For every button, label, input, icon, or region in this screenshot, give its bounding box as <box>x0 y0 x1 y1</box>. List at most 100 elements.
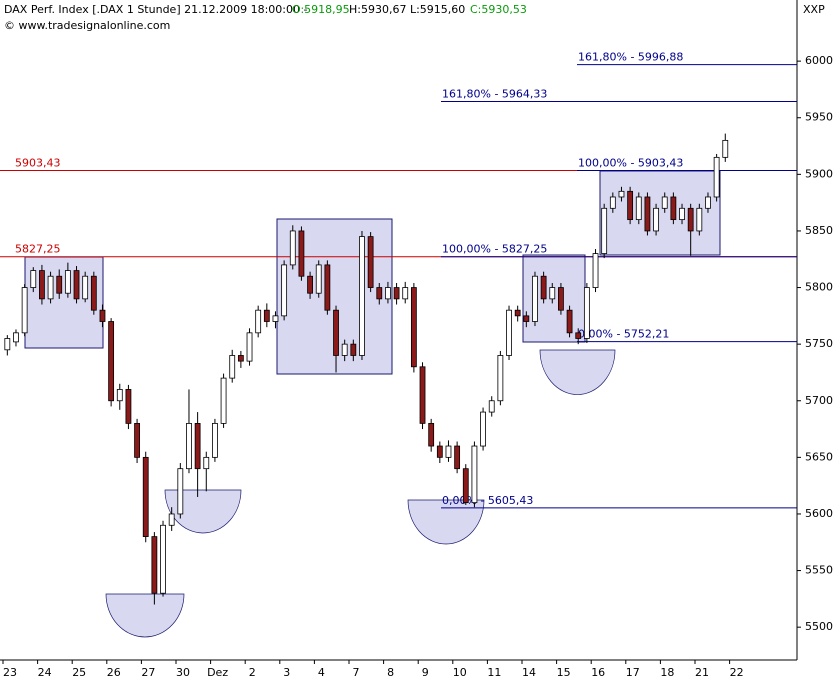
candle-body <box>229 355 236 379</box>
candle-body <box>99 309 106 322</box>
candle-body <box>592 253 599 288</box>
x-tick-label: 9 <box>422 666 429 679</box>
candle-body <box>359 236 365 356</box>
x-tick-label: 2 <box>249 666 256 679</box>
y-tick-label: 5900 <box>805 167 833 180</box>
x-tick-label: 25 <box>72 666 86 679</box>
candle-body <box>488 400 495 413</box>
y-tick-label: 5650 <box>805 450 833 463</box>
half-circle <box>539 349 616 395</box>
candle-body <box>670 196 677 221</box>
annotations <box>24 170 721 638</box>
x-tick-label: 26 <box>107 666 121 679</box>
candle-body <box>30 270 37 288</box>
copyright: © www.tradesignalonline.com <box>4 19 170 32</box>
candle-body <box>194 422 201 470</box>
x-tick-label: 24 <box>38 666 52 679</box>
candle-body <box>324 264 331 311</box>
candle-body <box>436 445 443 458</box>
x-tick-label: Dez <box>207 666 228 679</box>
candle-body <box>315 264 322 294</box>
candle-body <box>263 309 270 322</box>
candle-body <box>713 156 720 198</box>
hl-label: H:5930,67 L:5915,60 <box>349 3 465 16</box>
candle-body <box>583 287 590 339</box>
candle-body <box>177 468 184 515</box>
level-label: 0,00% - 5605,43 <box>442 494 533 507</box>
candle-body <box>160 524 166 594</box>
close-label: C:5930,53 <box>470 3 527 16</box>
candle-body <box>237 355 244 362</box>
chart-title: DAX Perf. Index [.DAX 1 Stunde] 21.12.20… <box>4 3 307 16</box>
candle-body <box>64 270 71 294</box>
level-label: 161,80% - 5964,33 <box>442 88 547 101</box>
candle-body <box>471 445 478 504</box>
y-tick-label: 5800 <box>805 281 833 294</box>
candle-body <box>575 332 582 339</box>
candle-body <box>56 275 63 294</box>
candle-body <box>687 207 694 232</box>
candle-body <box>125 389 132 424</box>
candle-body <box>4 338 11 351</box>
half-circle <box>407 499 485 545</box>
y-tick-label: 5850 <box>805 224 833 237</box>
candle-body <box>134 422 140 458</box>
x-tick-label: 17 <box>626 666 640 679</box>
candle-body <box>151 536 158 594</box>
y-tick-label: 5950 <box>805 111 833 124</box>
x-tick-label: 10 <box>453 666 467 679</box>
candle-body <box>142 456 149 538</box>
x-tick-label: 30 <box>176 666 190 679</box>
x-tick-label: 18 <box>660 666 674 679</box>
x-tick-label: 7 <box>353 666 360 679</box>
candle-body <box>47 275 54 300</box>
candle-body <box>376 287 383 300</box>
level-label: 0,00% - 5752,21 <box>578 328 669 341</box>
x-tick-label: 21 <box>695 666 709 679</box>
candle-body <box>108 321 115 402</box>
candle-body <box>523 315 530 322</box>
half-circle <box>164 489 242 534</box>
x-tick-label: 8 <box>387 666 394 679</box>
y-tick-label: 5500 <box>805 620 833 633</box>
candle-body <box>506 309 512 356</box>
candle-body <box>220 377 227 424</box>
x-tick-label: 11 <box>487 666 501 679</box>
candle-body <box>644 196 651 232</box>
candle-body <box>367 236 374 288</box>
candle-body <box>462 468 469 504</box>
x-tick-label: 14 <box>522 666 536 679</box>
candle-body <box>445 445 452 458</box>
candle-body <box>21 287 28 334</box>
candle-body <box>454 445 461 470</box>
candle-body <box>255 309 262 334</box>
candle-body <box>410 287 417 368</box>
candle-body <box>333 309 339 356</box>
x-tick-label: 3 <box>283 666 290 679</box>
x-tick-label: 22 <box>730 666 744 679</box>
candle-body <box>212 422 218 458</box>
y-tick-label: 5700 <box>805 394 833 407</box>
candle-body <box>272 315 279 322</box>
candle-body <box>679 207 685 221</box>
candle-body <box>514 309 521 317</box>
candle-body <box>722 139 729 158</box>
candle-body <box>281 264 288 317</box>
candle-body <box>186 422 192 470</box>
half-circle <box>105 593 185 638</box>
candle-body <box>341 343 348 356</box>
candle-body <box>350 343 357 356</box>
candle-body <box>635 196 642 221</box>
candle-body <box>428 422 435 447</box>
candle-body <box>298 230 305 277</box>
candle-body <box>82 275 89 300</box>
candle-body <box>419 366 426 424</box>
candle-body <box>566 309 573 334</box>
range-box <box>24 256 104 349</box>
candle-body <box>203 456 210 470</box>
x-tick-label: 4 <box>318 666 325 679</box>
level-label: 5903,43 <box>15 156 61 169</box>
x-tick-label: 23 <box>3 666 17 679</box>
